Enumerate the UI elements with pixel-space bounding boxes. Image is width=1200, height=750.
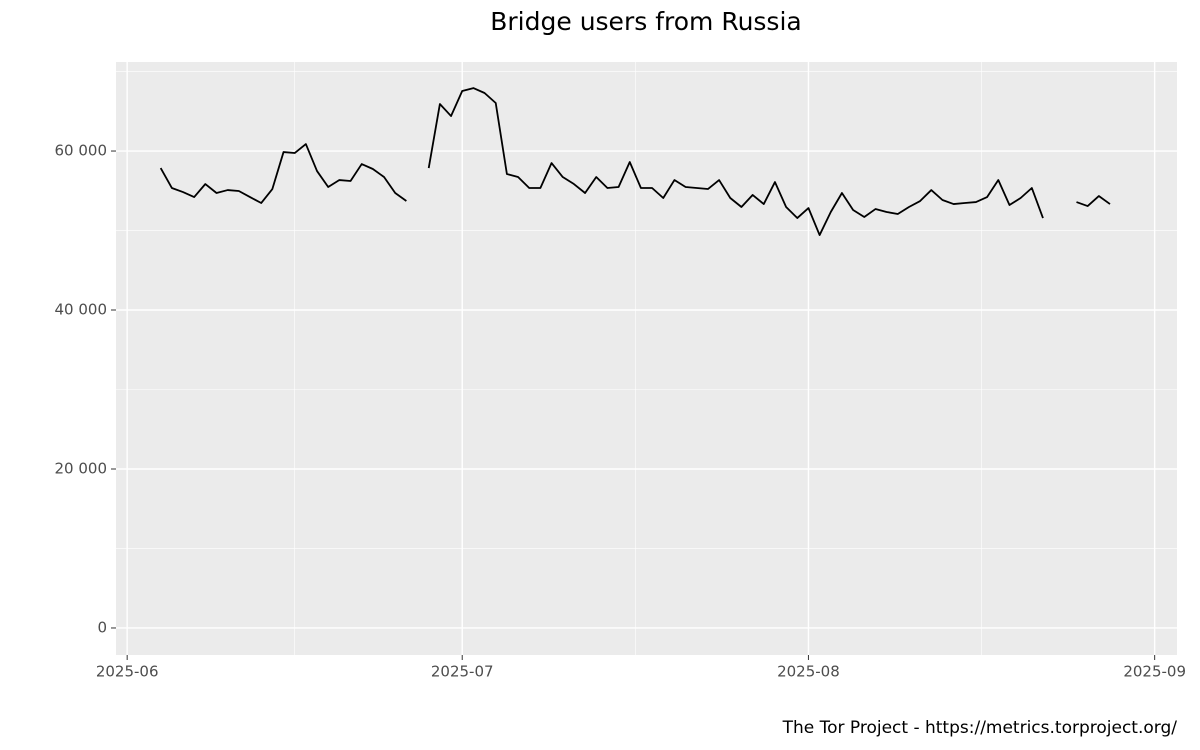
y-tick-label: 60 000 xyxy=(55,142,108,160)
x-tick-label: 2025-09 xyxy=(1123,663,1186,681)
plot-panel xyxy=(116,62,1177,655)
x-tick-label: 2025-06 xyxy=(96,663,159,681)
x-tick-label: 2025-08 xyxy=(777,663,840,681)
chart-title: Bridge users from Russia xyxy=(490,7,801,36)
y-tick-label: 40 000 xyxy=(55,301,108,319)
caption: The Tor Project - https://metrics.torpro… xyxy=(782,718,1178,738)
y-tick-label: 20 000 xyxy=(55,459,108,477)
x-tick-label: 2025-07 xyxy=(431,663,494,681)
y-tick-label: 0 xyxy=(97,618,107,636)
series-line xyxy=(159,87,1111,236)
